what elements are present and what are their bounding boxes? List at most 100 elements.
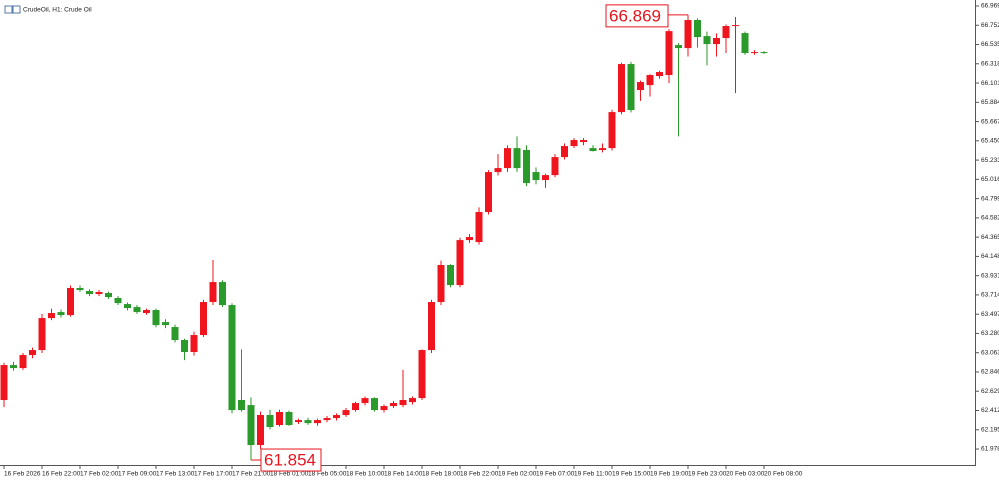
- candle-body: [732, 25, 739, 27]
- candle-body: [599, 148, 606, 150]
- candle-body: [428, 302, 435, 351]
- candle-body: [124, 304, 131, 309]
- candle-body: [608, 112, 616, 149]
- x-tick-label: 20 Feb 08:00: [764, 471, 803, 478]
- candle-body: [380, 406, 388, 411]
- candle-body: [276, 412, 283, 426]
- x-tick-label: 17 Feb 09:00: [118, 471, 157, 478]
- x-tick-label: 18 Feb 22:00: [460, 471, 499, 478]
- y-tick-label: 66.318: [981, 60, 999, 67]
- candle-body: [114, 298, 122, 304]
- candle-body: [741, 33, 749, 54]
- candle-body: [238, 400, 245, 411]
- candle-body: [494, 168, 502, 173]
- y-tick-label: 61.978: [981, 446, 999, 453]
- chart-title: CrudeOil, H1: Crude Oil: [23, 7, 92, 14]
- icon: [12, 5, 21, 14]
- x-tick-label: 19 Feb 07:00: [536, 471, 575, 478]
- candle-body: [684, 20, 692, 49]
- candle-body: [295, 420, 302, 423]
- candle-body: [285, 412, 293, 426]
- y-tick-label: 65.016: [981, 176, 999, 183]
- candle-body: [513, 148, 521, 169]
- candle-body: [656, 72, 663, 77]
- x-tick-label: 18 Feb 01:00: [270, 471, 309, 478]
- candle-body: [675, 45, 682, 49]
- candle-body: [637, 82, 644, 91]
- candle-body: [551, 157, 559, 176]
- candle-body: [580, 140, 587, 143]
- y-tick-label: 62.629: [981, 388, 999, 395]
- x-tick-label: 19 Feb 19:00: [650, 471, 689, 478]
- candle-body: [333, 415, 340, 419]
- x-tick-label: 18 Feb 18:00: [422, 471, 461, 478]
- x-tick-label: 17 Feb 13:00: [156, 471, 195, 478]
- candle-body: [485, 172, 492, 213]
- candle-body: [627, 64, 635, 111]
- candle-body: [542, 175, 549, 181]
- x-tick-label: 19 Feb 02:00: [498, 471, 537, 478]
- candle-body: [19, 355, 27, 369]
- candle-body: [29, 350, 36, 356]
- candle-body: [181, 340, 188, 353]
- y-tick-label: 65.450: [981, 138, 999, 145]
- y-tick-label: 65.884: [981, 99, 999, 106]
- y-tick-label: 62.195: [981, 426, 999, 433]
- y-tick-label: 65.667: [981, 118, 999, 125]
- x-tick-label: 19 Feb 23:00: [688, 471, 727, 478]
- candle-body: [694, 20, 701, 38]
- candle-body: [209, 282, 217, 303]
- candle-body: [418, 350, 426, 399]
- candle-body: [409, 398, 416, 403]
- y-tick-label: 64.799: [981, 195, 999, 202]
- x-tick-label: 19 Feb 11:00: [574, 471, 612, 478]
- candle-body: [314, 420, 321, 424]
- x-tick-label: 16 Feb 2026: [4, 471, 41, 478]
- x-tick-label: 17 Feb 21:00: [232, 471, 271, 478]
- y-tick-label: 64.148: [981, 253, 999, 260]
- candle-body: [0, 365, 8, 401]
- y-tick-label: 65.233: [981, 157, 999, 164]
- candle-body: [751, 52, 758, 54]
- candle-body: [152, 310, 160, 326]
- low-label-box: [260, 448, 322, 472]
- y-tick-label: 64.582: [981, 215, 999, 222]
- y-tick-label: 63.063: [981, 349, 999, 356]
- low-label: 61.854: [264, 451, 316, 470]
- candle-body: [466, 237, 473, 241]
- candle-body: [361, 398, 369, 404]
- x-tick-label: 18 Feb 14:00: [384, 471, 423, 478]
- candle-body: [589, 148, 597, 152]
- candle-body: [95, 291, 103, 295]
- y-tick-label: 66.535: [981, 41, 999, 48]
- candle-body: [475, 212, 483, 243]
- candle-body: [390, 403, 397, 407]
- high-label-box: [605, 4, 669, 28]
- y-tick-label: 66.101: [981, 80, 999, 87]
- candle-body: [38, 318, 46, 351]
- x-tick-label: 20 Feb 03:00: [726, 471, 765, 478]
- y-tick-label: 63.714: [981, 292, 999, 299]
- candle-body: [57, 312, 65, 316]
- y-tick-label: 66.752: [981, 22, 999, 29]
- candle-body: [86, 291, 93, 295]
- candle-body: [105, 293, 112, 298]
- candle-body: [76, 288, 84, 291]
- candle-body: [10, 365, 17, 369]
- candle-body: [48, 313, 55, 319]
- candle-body: [703, 36, 711, 45]
- x-tick-label: 19 Feb 15:00: [612, 471, 651, 478]
- candle-body: [342, 410, 350, 416]
- candle-body: [323, 418, 331, 421]
- candle-body: [162, 322, 169, 326]
- candle-body: [561, 146, 568, 158]
- candle-body: [722, 26, 730, 39]
- candle-body: [266, 415, 274, 428]
- y-tick-label: 63.931: [981, 272, 999, 279]
- candle-body: [646, 75, 654, 86]
- x-tick-label: 16 Feb 22:00: [42, 471, 81, 478]
- y-tick-label: 64.365: [981, 234, 999, 241]
- candle-body: [570, 140, 578, 147]
